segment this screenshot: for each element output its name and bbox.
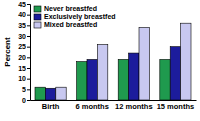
- chart: 0 5 10 15 20 25 30 35 40 45 Birth 6 months 12 months…: [0, 0, 200, 121]
- legend-label: Mixed breastfed: [44, 21, 97, 28]
- y-axis: 0 5 10 15 20 25 30 35 40 45: [18, 1, 30, 104]
- plot: 0 5 10 15 20 25 30 35 40 45 Birth 6 months 12 months…: [18, 1, 196, 112]
- x-tick: 15 months: [157, 100, 195, 111]
- y-tick: 10: [18, 75, 30, 82]
- y-tick-mark: [27, 89, 30, 90]
- x-tick: 12 months: [115, 100, 153, 111]
- legend-swatch: [34, 22, 41, 28]
- y-tick-mark: [27, 57, 30, 58]
- bar: [56, 87, 66, 100]
- y-tick-label: 20: [18, 54, 26, 61]
- x-tick-label: 6 months: [76, 102, 109, 111]
- bar: [97, 45, 107, 100]
- legend-label: Never breastfed: [44, 5, 97, 12]
- bar: [170, 47, 180, 100]
- bar: [77, 62, 87, 100]
- legend: Never breastfedExclusively breastfedMixe…: [34, 5, 116, 28]
- y-tick: 25: [18, 43, 30, 50]
- legend-swatch: [34, 14, 41, 20]
- y-tick-mark: [27, 100, 30, 101]
- y-tick: 40: [18, 11, 30, 18]
- y-tick-mark: [27, 79, 30, 80]
- y-tick: 15: [18, 65, 30, 72]
- y-tick: 35: [18, 22, 30, 29]
- x-tick-label: Birth: [42, 102, 60, 111]
- bar: [87, 59, 97, 100]
- bar: [129, 53, 139, 100]
- x-tick: Birth: [42, 100, 60, 111]
- x-tick-label: 12 months: [115, 102, 153, 111]
- y-tick-label: 10: [18, 75, 26, 82]
- y-tick-label: 45: [18, 1, 26, 8]
- y-tick: 20: [18, 54, 30, 61]
- y-tick-mark: [27, 47, 30, 48]
- legend-item: Never breastfed: [34, 5, 97, 12]
- y-tick-label: 35: [18, 22, 26, 29]
- legend-label: Exclusively breastfed: [44, 13, 116, 21]
- x-axis-line: [31, 100, 197, 101]
- bar: [45, 88, 55, 100]
- y-tick-label: 15: [18, 65, 26, 72]
- legend-item: Mixed breastfed: [34, 21, 97, 28]
- x-tick: 6 months: [76, 100, 109, 111]
- y-tick-mark: [27, 4, 30, 5]
- legend-item: Exclusively breastfed: [34, 13, 116, 21]
- bar: [35, 87, 45, 100]
- y-tick: 45: [18, 1, 30, 8]
- bar: [118, 59, 128, 100]
- y-tick-mark: [27, 68, 30, 69]
- y-tick-label: 5: [22, 86, 26, 93]
- y-tick: 5: [22, 86, 30, 93]
- x-tick-label: 15 months: [157, 102, 195, 111]
- bar: [181, 23, 191, 100]
- y-tick-label: 0: [22, 97, 26, 104]
- y-tick: 30: [18, 33, 30, 40]
- y-tick-label: 25: [18, 43, 26, 50]
- y-tick: 0: [22, 97, 30, 104]
- bars: [35, 23, 191, 100]
- bar: [160, 59, 170, 100]
- y-tick-mark: [27, 36, 30, 37]
- x-axis: Birth 6 months 12 months 15 months: [31, 100, 197, 111]
- y-tick-label: 40: [18, 11, 26, 18]
- y-tick-mark: [27, 25, 30, 26]
- bar: [139, 27, 149, 100]
- y-axis-title: Percent: [3, 37, 12, 67]
- legend-swatch: [34, 6, 41, 12]
- y-tick-mark: [27, 15, 30, 16]
- y-axis-line: [27, 5, 31, 101]
- y-tick-label: 30: [18, 33, 26, 40]
